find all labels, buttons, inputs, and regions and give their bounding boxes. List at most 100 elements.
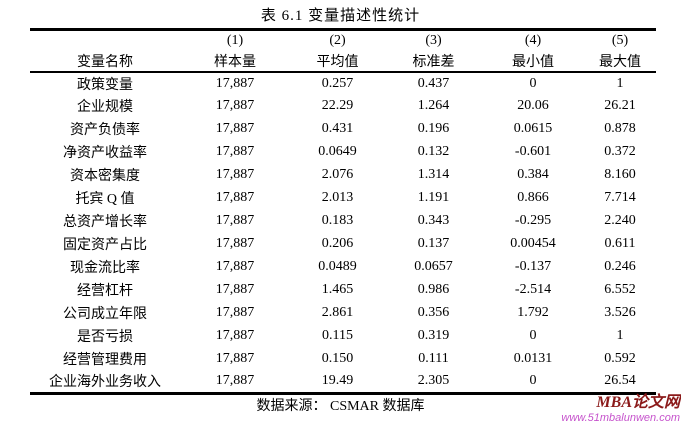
column-header-mean: 平均值: [316, 54, 359, 70]
cell-variable-name: 资本密集度: [70, 169, 140, 184]
table-row: 现金流比率 17,887 0.0489 0.0657 -0.137 0.246: [30, 256, 656, 279]
cell-mean: 19.49: [321, 373, 354, 389]
table-row: 经营杠杆 17,887 1.465 0.986 -2.514 6.552: [30, 279, 656, 302]
cell-variable-name: 企业海外业务收入: [49, 375, 161, 391]
cell-sample-size: 17,887: [215, 282, 255, 297]
column-number-2: (2): [329, 32, 346, 48]
cell-max: 0.372: [604, 144, 636, 159]
column-number-blank: [30, 30, 180, 51]
table-row: 企业规模 17,887 22.29 1.264 20.06 26.21: [30, 95, 656, 118]
cell-max: 2.240: [604, 213, 636, 228]
cell-max: 0.878: [604, 121, 636, 136]
cell-sample-size: 17,887: [215, 213, 255, 228]
cell-sample-size: 17,887: [215, 373, 255, 389]
cell-variable-name: 经营杠杆: [77, 284, 133, 299]
cell-min: 0.0131: [513, 351, 553, 366]
cell-min: 1.792: [517, 305, 549, 320]
stats-table: (1) (2) (3) (4) (5) 变量名称 样本量 平均值 标准差 最小值…: [30, 28, 656, 395]
cell-max: 7.714: [604, 190, 636, 205]
header-row-names: 变量名称 样本量 平均值 标准差 最小值 最大值: [30, 51, 656, 72]
cell-sample-size: 17,887: [215, 75, 255, 91]
cell-sample-size: 17,887: [215, 351, 255, 366]
cell-mean: 0.183: [321, 213, 354, 228]
cell-sample-size: 17,887: [215, 259, 255, 274]
table-row: 经营管理费用 17,887 0.150 0.111 0.0131 0.592: [30, 348, 656, 371]
table-row: 净资产收益率 17,887 0.0649 0.132 -0.601 0.372: [30, 141, 656, 164]
table-row: 固定资产占比 17,887 0.206 0.137 0.00454 0.611: [30, 233, 656, 256]
cell-mean: 0.150: [321, 351, 354, 366]
cell-mean: 0.115: [322, 328, 353, 343]
column-header-std-dev: 标准差: [412, 54, 455, 70]
cell-max: 0.246: [604, 259, 636, 274]
cell-std-dev: 1.264: [417, 98, 450, 113]
cell-min: 0.866: [517, 190, 549, 205]
cell-max: 3.526: [604, 305, 636, 320]
column-header-max: 最大值: [599, 54, 641, 70]
cell-variable-name: 现金流比率: [70, 261, 140, 276]
table-row: 总资产增长率 17,887 0.183 0.343 -0.295 2.240: [30, 210, 656, 233]
table-row: 政策变量 17,887 0.257 0.437 0 1: [30, 72, 656, 95]
cell-max: 6.552: [604, 282, 636, 297]
table-row: 资本密集度 17,887 2.076 1.314 0.384 8.160: [30, 164, 656, 187]
cell-max: 8.160: [604, 167, 636, 182]
cell-sample-size: 17,887: [215, 305, 255, 320]
table-row: 公司成立年限 17,887 2.861 0.356 1.792 3.526: [30, 302, 656, 325]
cell-std-dev: 0.356: [417, 305, 450, 320]
cell-sample-size: 17,887: [215, 98, 255, 113]
cell-min: 0: [529, 75, 537, 91]
source-note: 数据来源： CSMAR 数据库: [256, 399, 425, 414]
cell-min: 20.06: [517, 98, 549, 113]
column-number-4: (4): [524, 32, 542, 48]
table-row: 托宾 Q 值 17,887 2.013 1.191 0.866 7.714: [30, 187, 656, 210]
cell-sample-size: 17,887: [215, 121, 255, 136]
cell-mean: 0.257: [321, 75, 354, 91]
table-caption: 表 6.1 变量描述性统计: [260, 8, 421, 24]
cell-variable-name: 政策变量: [77, 77, 133, 93]
cell-max: 1: [616, 75, 624, 91]
cell-min: -0.137: [514, 259, 552, 274]
cell-sample-size: 17,887: [215, 167, 255, 182]
cell-variable-name: 经营管理费用: [63, 353, 147, 368]
cell-sample-size: 17,887: [215, 328, 255, 343]
cell-std-dev: 0.111: [418, 351, 449, 366]
table-row: 企业海外业务收入 17,887 19.49 2.305 0 26.54: [30, 371, 656, 394]
table-header: (1) (2) (3) (4) (5) 变量名称 样本量 平均值 标准差 最小值…: [30, 30, 656, 72]
watermark-logo: MBA论文网: [592, 395, 680, 411]
cell-mean: 2.861: [321, 305, 354, 320]
cell-sample-size: 17,887: [215, 190, 255, 205]
column-number-5: (5): [611, 32, 629, 48]
cell-variable-name: 公司成立年限: [63, 307, 147, 322]
cell-mean: 22.29: [321, 98, 354, 113]
cell-max: 0.611: [604, 236, 636, 251]
cell-min: -2.514: [514, 282, 552, 297]
cell-min: -0.601: [514, 144, 552, 159]
cell-std-dev: 0.132: [417, 144, 450, 159]
cell-sample-size: 17,887: [215, 236, 255, 251]
cell-min: 0: [529, 328, 537, 343]
table-row: 资产负债率 17,887 0.431 0.196 0.0615 0.878: [30, 118, 656, 141]
column-number-1: (1): [226, 32, 244, 48]
cell-min: -0.295: [514, 213, 552, 228]
cell-max: 26.54: [604, 373, 636, 389]
cell-mean: 2.076: [321, 167, 354, 182]
header-row-numbers: (1) (2) (3) (4) (5): [30, 30, 656, 51]
cell-std-dev: 2.305: [417, 373, 450, 389]
cell-sample-size: 17,887: [215, 144, 255, 159]
cell-mean: 0.0649: [318, 144, 357, 159]
cell-std-dev: 1.314: [417, 167, 450, 182]
cell-variable-name: 资产负债率: [70, 123, 140, 138]
cell-mean: 0.206: [321, 236, 354, 251]
cell-min: 0.00454: [510, 236, 556, 251]
cell-std-dev: 0.0657: [414, 259, 453, 274]
cell-std-dev: 0.986: [417, 282, 450, 297]
cell-std-dev: 0.196: [417, 121, 450, 136]
watermark-url: www.51mbalunwen.com: [561, 412, 680, 424]
column-header-min: 最小值: [512, 54, 554, 70]
cell-variable-name: 总资产增长率: [63, 215, 147, 230]
cell-variable-name: 固定资产占比: [63, 238, 147, 253]
cell-std-dev: 0.437: [417, 75, 450, 91]
cell-std-dev: 0.137: [417, 236, 450, 251]
cell-max: 1: [616, 328, 624, 343]
cell-std-dev: 1.191: [417, 190, 450, 205]
watermark: MBA论文网 www.51mbalunwen.com: [561, 394, 680, 425]
